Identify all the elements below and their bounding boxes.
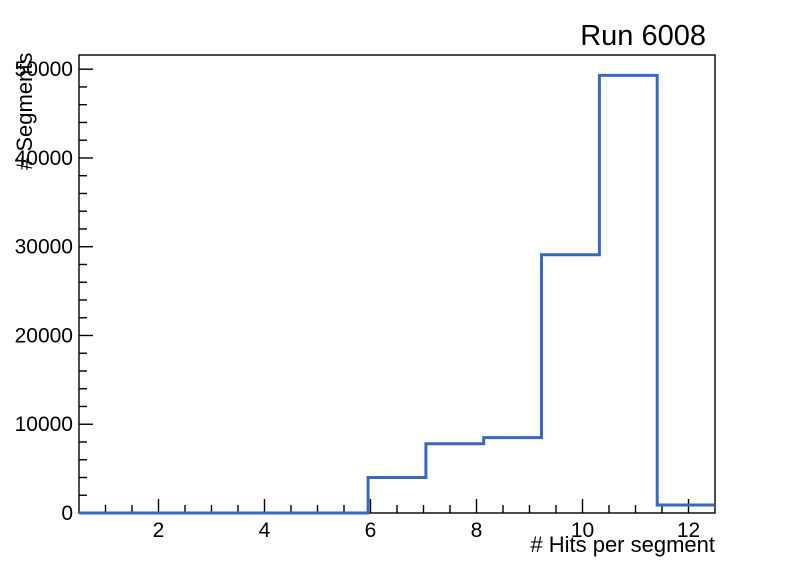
plot-frame — [78, 54, 716, 514]
y-tick-label: 30000 — [15, 236, 73, 259]
histogram-line — [79, 73, 715, 515]
x-axis-title: # Hits per segment — [530, 532, 715, 557]
x-tick-label: 6 — [365, 519, 377, 542]
y-tick-label: 40000 — [15, 147, 73, 170]
y-axis-title: # Segments — [12, 52, 37, 170]
x-tick-label: 4 — [259, 519, 271, 542]
x-tick-label: 10 — [571, 519, 594, 542]
x-tick-label: 2 — [153, 519, 165, 542]
y-tick-label: 50000 — [15, 58, 73, 81]
x-tick-label: 8 — [471, 519, 483, 542]
y-tick-label: 20000 — [15, 324, 73, 347]
x-tick-label: 12 — [677, 519, 700, 542]
chart-title: Run 6008 — [580, 20, 706, 52]
y-tick-label: 10000 — [15, 413, 73, 436]
y-tick-label: 0 — [61, 502, 73, 525]
